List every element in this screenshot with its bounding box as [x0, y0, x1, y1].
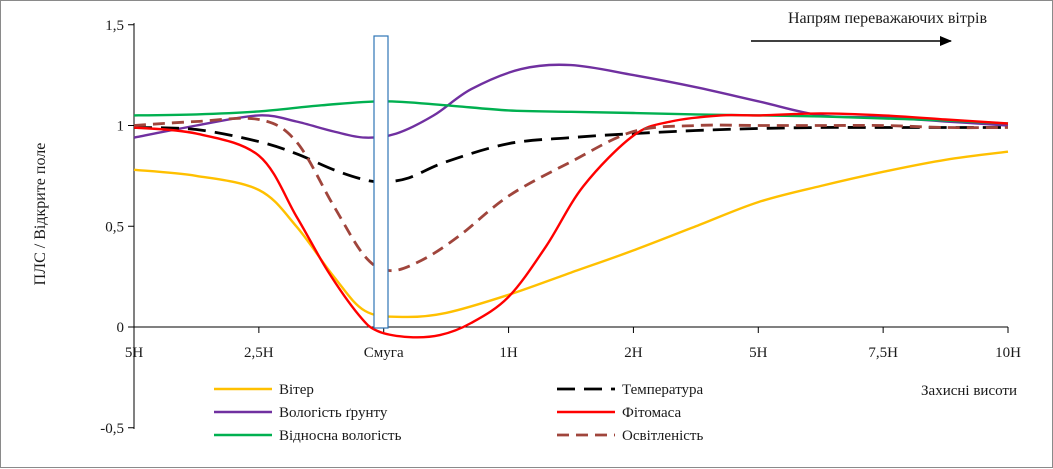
series-line-6 [133, 116, 1009, 273]
legend-item: Відносна вологість [214, 428, 402, 444]
legend-item: Температура [557, 382, 704, 398]
axes [133, 23, 1008, 429]
series-line-3 [133, 100, 1009, 125]
y-axis-title: ПЛС / Відкрите поле [32, 143, 49, 286]
x-tick-label: 10Н [995, 345, 1021, 361]
y-ticks: -0,5 0 0,5 1 1,5 [100, 18, 134, 437]
x-tick-label: 1Н [499, 345, 518, 361]
series-line-5 [133, 112, 1009, 339]
series-line-1 [133, 150, 1009, 319]
wind-direction-annotation: Напрям переважаючих вітрів [751, 10, 987, 46]
series-lines [133, 63, 1009, 339]
y-tick-label: 0,5 [105, 219, 124, 235]
legend-label: Освітленість [622, 428, 703, 444]
shelterbelt-marker [373, 35, 389, 329]
legend-item: Вітер [214, 382, 314, 398]
y-tick-label: 1,5 [105, 18, 124, 34]
x-axis-title: Захисні висоти [921, 383, 1017, 399]
legend-item: Вологість ґрунту [214, 405, 388, 421]
y-tick-label: -0,5 [100, 421, 124, 437]
legend-label: Фітомаса [622, 405, 681, 421]
x-tick-label: 5Н [125, 345, 144, 361]
x-tick-label: 2Н [624, 345, 643, 361]
y-tick-label: 1 [117, 119, 125, 135]
legend-label: Вологість ґрунту [279, 405, 388, 421]
legend-label: Вітер [279, 382, 314, 398]
y-tick-label: 0 [117, 320, 125, 336]
x-tick-label: 5Н [749, 345, 768, 361]
wind-direction-text: Напрям переважаючих вітрів [788, 10, 987, 27]
x-tick-label: Смуга [364, 345, 404, 361]
x-tick-label: 2,5Н [244, 345, 274, 361]
x-tick-label: 7,5Н [868, 345, 898, 361]
legend-label: Температура [622, 382, 704, 398]
legend: Вітер Вологість ґрунту Відносна вологість Т… [214, 382, 704, 444]
series-line-4 [133, 126, 1008, 184]
legend-label: Відносна вологість [279, 428, 402, 444]
legend-item: Фітомаса [557, 405, 681, 421]
legend-item: Освітленість [557, 428, 703, 444]
x-ticks: 5Н 2,5Н Смуга 1Н 2Н 5Н 7,5Н 10Н [125, 327, 1021, 361]
